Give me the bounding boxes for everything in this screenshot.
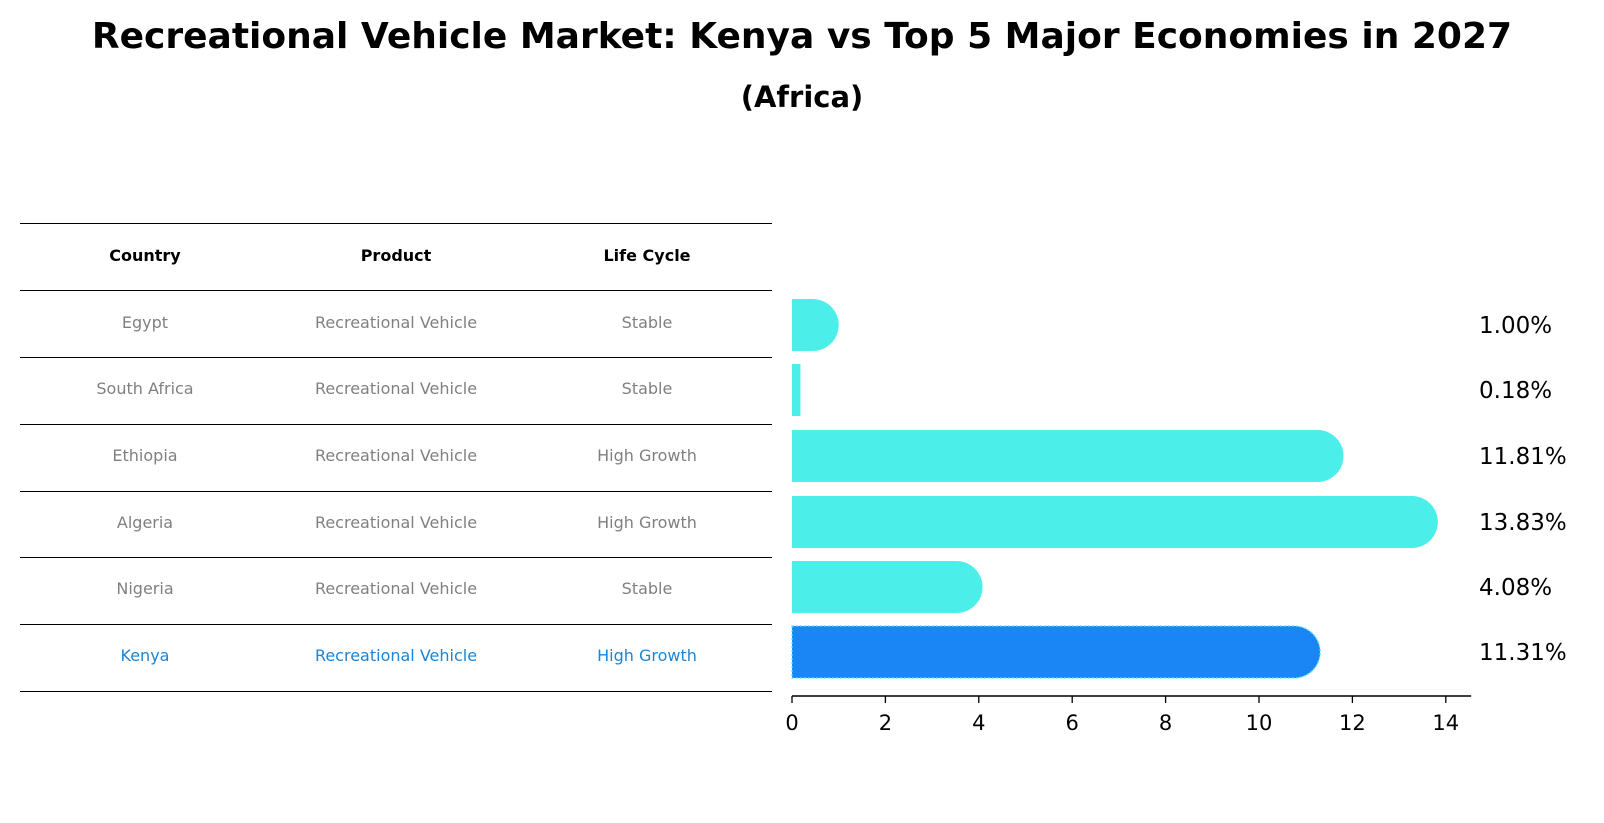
x-tick-label: 2 [879, 711, 892, 735]
cell-country: Algeria [116, 513, 174, 532]
cell-country: Egypt [121, 313, 169, 332]
x-tick-label: 6 [1066, 711, 1079, 735]
table-divider [20, 357, 772, 358]
cell-product: Recreational Vehicle [314, 579, 478, 598]
value-label: 4.08% [1479, 575, 1552, 601]
header-country: Country [109, 246, 181, 265]
cell-life-cycle: High Growth [597, 513, 697, 532]
cell-product: Recreational Vehicle [314, 513, 478, 532]
table-divider [20, 691, 772, 692]
bar-egypt [792, 299, 839, 351]
cell-country: Nigeria [116, 579, 174, 598]
cell-life-cycle: Stable [621, 379, 673, 398]
x-tick-label: 14 [1432, 711, 1459, 735]
bar-kenya [791, 625, 1321, 679]
value-label: 11.31% [1479, 640, 1567, 666]
x-tick-label: 0 [785, 711, 798, 735]
value-label: 11.81% [1479, 444, 1567, 470]
cell-life-cycle: High Growth [597, 646, 697, 665]
table-divider [20, 557, 772, 558]
header-life-cycle: Life Cycle [603, 246, 691, 265]
cell-life-cycle: Stable [621, 313, 673, 332]
table-divider [20, 223, 772, 224]
x-tick-label: 10 [1246, 711, 1273, 735]
bar-south-africa [792, 364, 801, 416]
cell-product: Recreational Vehicle [314, 313, 478, 332]
table-divider [20, 624, 772, 625]
cell-life-cycle: High Growth [597, 446, 697, 465]
table-divider [20, 290, 772, 291]
cell-product: Recreational Vehicle [314, 646, 478, 665]
header-product: Product [360, 246, 432, 265]
x-tick-label: 8 [1159, 711, 1172, 735]
cell-country: South Africa [96, 379, 194, 398]
value-label: 1.00% [1479, 313, 1552, 339]
value-label: 13.83% [1479, 510, 1567, 536]
cell-life-cycle: Stable [621, 579, 673, 598]
value-label: 0.18% [1479, 378, 1552, 404]
x-tick-label: 12 [1339, 711, 1366, 735]
chart-subtitle: (Africa) [740, 80, 864, 114]
table-divider [20, 424, 772, 425]
cell-product: Recreational Vehicle [314, 379, 478, 398]
bar-algeria [792, 496, 1438, 548]
table-divider [20, 491, 772, 492]
bar-ethiopia [792, 430, 1344, 482]
cell-country: Kenya [120, 646, 170, 665]
bar-nigeria [792, 561, 983, 613]
cell-product: Recreational Vehicle [314, 446, 478, 465]
cell-country: Ethiopia [112, 446, 178, 465]
x-tick-label: 4 [972, 711, 985, 735]
chart-title: Recreational Vehicle Market: Kenya vs To… [91, 16, 1513, 57]
